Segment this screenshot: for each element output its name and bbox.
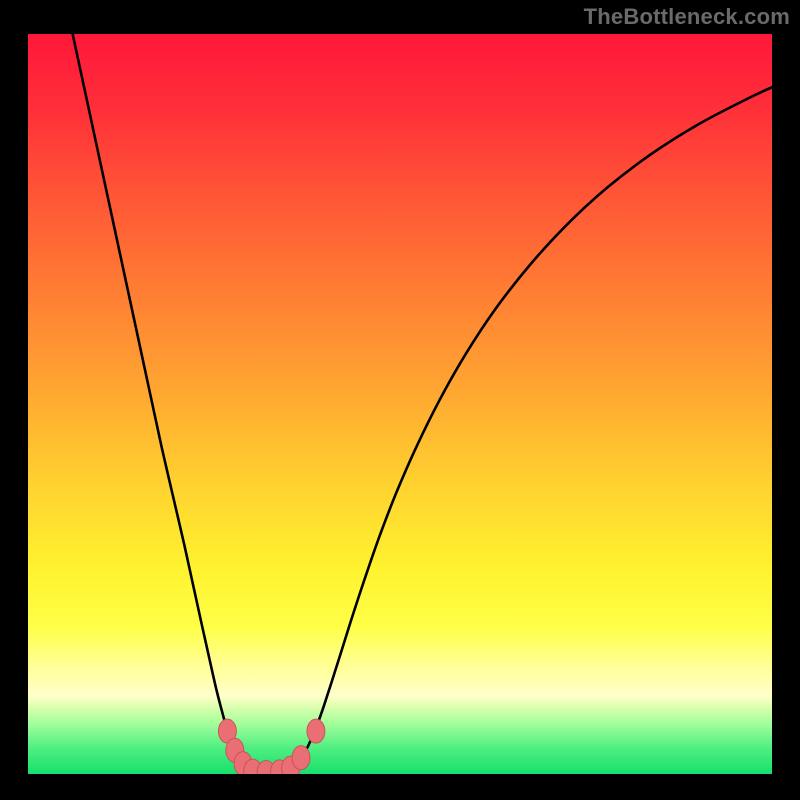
gradient-background [28, 34, 772, 774]
curve-marker [307, 719, 325, 743]
watermark: TheBottleneck.com [584, 4, 790, 30]
bottleneck-curve-chart [28, 34, 772, 774]
curve-marker [292, 746, 310, 770]
